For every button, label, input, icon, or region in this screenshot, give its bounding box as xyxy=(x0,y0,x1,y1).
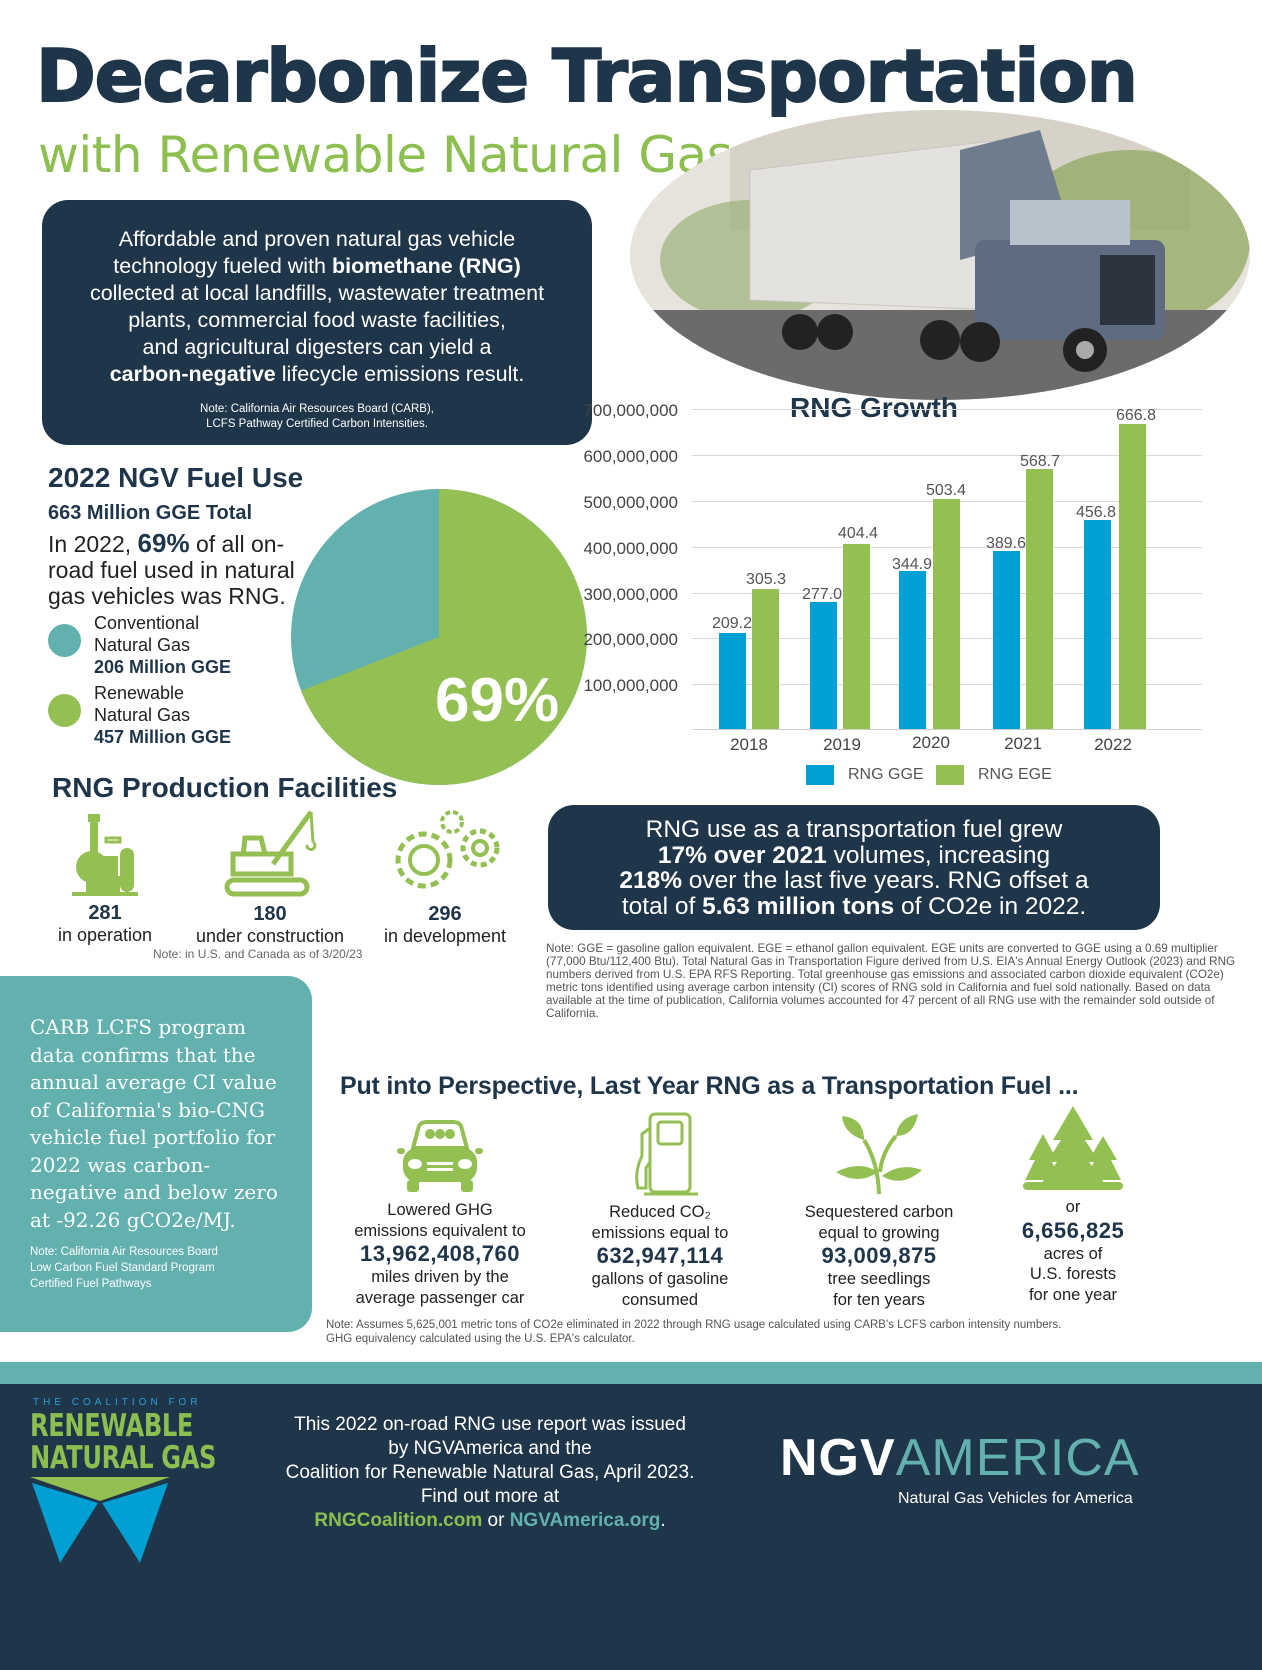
x-tick: 2019 xyxy=(823,735,861,754)
green-swatch-icon xyxy=(936,765,964,785)
gas-pump-icon xyxy=(635,1112,698,1196)
perspective-forests: or 6,656,825 acres of U.S. forests for o… xyxy=(958,1104,1188,1305)
page-subtitle: with Renewable Natural Gas xyxy=(38,126,733,184)
bar-ege-2019 xyxy=(843,544,870,729)
pie-percent-label: 69% xyxy=(435,666,560,735)
y-tick: 400,000,000 xyxy=(583,539,678,558)
facility-operation: 281 in operation xyxy=(50,812,160,945)
teal-dot-icon xyxy=(48,624,81,657)
bar-value-label: 404.4 xyxy=(837,525,879,542)
refinery-icon xyxy=(72,814,138,896)
bar-gge-2021 xyxy=(993,551,1020,729)
bar-value-label: 456.8 xyxy=(1075,504,1117,521)
y-tick: 300,000,000 xyxy=(583,585,678,604)
y-tick: 200,000,000 xyxy=(583,630,678,649)
facilities-note: Note: in U.S. and Canada as of 3/20/23 xyxy=(153,947,363,961)
coalition-bowtie-icon xyxy=(30,1477,170,1563)
carb-main-text: CARB LCFS program data confirms that the… xyxy=(30,1015,278,1232)
x-tick: 2020 xyxy=(912,733,950,752)
bar-value-label: 389.6 xyxy=(985,535,1027,552)
perspective-gasoline: Reduced CO₂ emissions equal to 632,947,1… xyxy=(545,1112,775,1310)
x-tick: 2018 xyxy=(730,735,768,754)
bar-value-label: 344.9 xyxy=(891,556,933,573)
crane-icon xyxy=(224,810,316,897)
intro-line: plants, commercial food waste facilities… xyxy=(128,308,506,332)
intro-line: and agricultural digesters can yield a xyxy=(142,335,492,359)
rng-coalition-link[interactable]: RNGCoalition.com xyxy=(314,1510,483,1531)
forest-icon xyxy=(1023,1106,1123,1190)
bar-ege-2022 xyxy=(1119,424,1146,729)
carb-box: CARB LCFS program data confirms that the… xyxy=(0,976,312,1332)
footer-band xyxy=(0,1362,1262,1384)
legend-conventional: Conventional Natural Gas 206 Million GGE xyxy=(48,612,231,678)
facility-construction: 180 under construction xyxy=(190,808,350,946)
coalition-logo-tagline: THE COALITION FOR xyxy=(33,1397,202,1408)
carb-note: Note: California Air Resources Board Low… xyxy=(30,1246,218,1290)
facilities-title: RNG Production Facilities xyxy=(52,772,398,803)
y-tick: 100,000,000 xyxy=(583,676,678,695)
fuel-use-title: 2022 NGV Fuel Use xyxy=(48,462,304,493)
bar-value-label: 666.8 xyxy=(1115,407,1157,424)
perspective-car: Lowered GHG emissions equivalent to 13,9… xyxy=(325,1120,555,1308)
coalition-logo: RENEWABLE NATURAL GAS xyxy=(30,1408,217,1476)
page-title: Decarbonize Transportation xyxy=(35,34,1139,118)
bar-value-label: 209.2 xyxy=(711,615,753,632)
x-tick: 2022 xyxy=(1094,735,1132,754)
truck-image-icon xyxy=(630,110,1250,400)
perspective-seedlings: Sequestered carbon equal to growing 93,0… xyxy=(764,1112,994,1310)
bar-value-label: 568.7 xyxy=(1019,453,1061,470)
car-icon xyxy=(397,1120,483,1192)
fuel-use-pie-chart xyxy=(291,489,587,785)
y-tick: 500,000,000 xyxy=(583,493,678,512)
growth-summary-box: RNG use as a transportation fuel grew 17… xyxy=(548,805,1160,930)
fuel-use-total: 663 Million GGE Total xyxy=(48,502,253,524)
rng-growth-bar-chart: 700,000,000 600,000,000 500,000,000 400,… xyxy=(580,401,1260,805)
perspective-title: Put into Perspective, Last Year RNG as a… xyxy=(340,1072,1079,1100)
blue-swatch-icon xyxy=(806,765,834,785)
bar-value-label: 305.3 xyxy=(745,571,787,588)
footer-text: This 2022 on-road RNG use report was iss… xyxy=(285,1414,695,1531)
green-dot-icon xyxy=(48,694,81,727)
perspective-note: Note: Assumes 5,625,001 metric tons of C… xyxy=(326,1319,1062,1345)
bar-gge-2022 xyxy=(1084,520,1111,729)
footer xyxy=(0,1384,1262,1670)
y-tick: 600,000,000 xyxy=(583,447,678,466)
x-axis-line xyxy=(692,729,1202,730)
bar-gge-2018 xyxy=(719,633,746,729)
gears-icon xyxy=(395,810,499,889)
legend-rng-ege: RNG EGE xyxy=(936,765,1052,785)
intro-line: technology fueled with biomethane (RNG) xyxy=(113,254,521,278)
grid-line xyxy=(692,409,1202,410)
chart-title: RNG Growth xyxy=(790,392,958,423)
facility-development: 296 in development xyxy=(375,806,515,946)
intro-note: Note: California Air Resources Board (CA… xyxy=(200,403,434,430)
x-tick: 2021 xyxy=(1004,734,1042,753)
bar-gge-2019 xyxy=(810,602,837,729)
ngvamerica-link[interactable]: NGVAmerica.org xyxy=(509,1510,661,1531)
bar-ege-2020 xyxy=(933,499,960,729)
ngvamerica-tagline: Natural Gas Vehicles for America xyxy=(898,1490,1133,1507)
intro-box: Affordable and proven natural gas vehicl… xyxy=(42,200,592,445)
ngvamerica-logo: NGVAMERICA xyxy=(780,1429,1140,1487)
legend-renewable: Renewable Natural Gas 457 Million GGE xyxy=(48,682,231,748)
grid-line xyxy=(692,455,1202,456)
y-tick: 700,000,000 xyxy=(583,401,678,420)
bar-value-label: 277.0 xyxy=(801,586,843,603)
intro-line: carbon-negative lifecycle emissions resu… xyxy=(109,362,525,386)
bar-ege-2018 xyxy=(752,589,779,729)
intro-line: collected at local landfills, wastewater… xyxy=(89,281,545,305)
legend-rng-gge: RNG GGE xyxy=(806,765,924,785)
bar-value-label: 503.4 xyxy=(925,482,967,499)
fuel-use-description: In 2022, 69% of all on-road fuel used in… xyxy=(48,528,295,609)
intro-line: Affordable and proven natural gas vehicl… xyxy=(118,227,516,251)
bar-ege-2021 xyxy=(1026,469,1053,729)
bar-gge-2020 xyxy=(899,571,926,729)
truck-photo xyxy=(630,110,1250,400)
seedling-icon xyxy=(836,1114,922,1195)
chart-note: Note: GGE = gasoline gallon equivalent. … xyxy=(546,942,1236,1020)
